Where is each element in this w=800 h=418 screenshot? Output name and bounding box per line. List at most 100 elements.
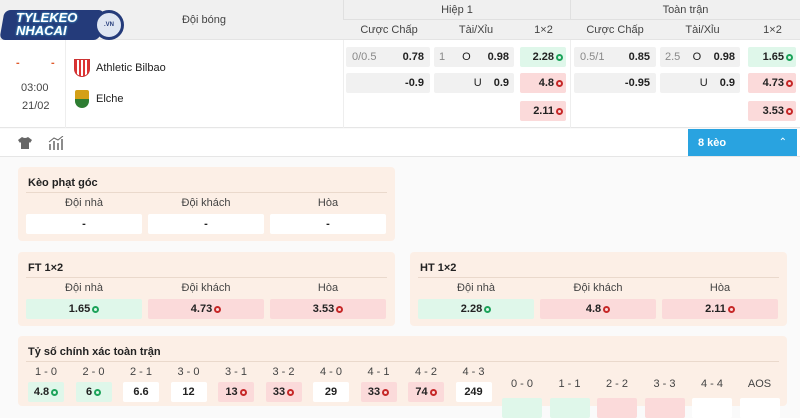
trend-up-icon (786, 53, 793, 61)
outcome-label: Đội nhà (65, 197, 103, 209)
odds: 4.8 (538, 77, 554, 89)
score-label: 4 - 3 (462, 366, 485, 378)
ft-handicap-away[interactable]: -0.95 (574, 73, 656, 93)
odds: 1.65 (68, 303, 91, 315)
chevron-up-icon: ⌃ (778, 137, 787, 148)
odds-button[interactable]: 2.11 (662, 299, 778, 319)
score-label: 4 - 4 (700, 378, 723, 390)
trend-up-icon (94, 388, 102, 396)
ft-under[interactable]: U 0.9 (660, 73, 740, 93)
trend-down-icon (727, 305, 735, 313)
ft-1x2-home[interactable]: 1.65 (748, 47, 796, 67)
stats-icon[interactable] (48, 136, 64, 150)
handicap-line: 0.5/1 (580, 51, 605, 63)
ft-1x2-draw[interactable]: 3.53 (748, 101, 796, 121)
score-odds-button[interactable]: 13 (218, 382, 254, 402)
match-row[interactable]: - - 03:00 21/02 Athletic Bilbao Elche 0/… (0, 40, 800, 128)
odds: 33 (367, 386, 381, 398)
trend-down-icon (603, 305, 611, 313)
score-odds-button[interactable]: 249 (455, 382, 492, 402)
odds: 0.78 (402, 51, 424, 63)
ft-handicap-home[interactable]: 0.5/1 0.85 (574, 47, 656, 67)
score-odds-button[interactable] (692, 398, 732, 418)
sub-header: Cược Chấp (586, 24, 644, 36)
h1-under[interactable]: U 0.9 (434, 73, 514, 93)
score-odds-button[interactable] (644, 398, 685, 418)
h1-over[interactable]: 1 O 0.98 (434, 47, 514, 67)
panel-title: Kèo phạt góc (26, 167, 387, 193)
h1-1x2-home[interactable]: 2.28 (520, 47, 566, 67)
odds: 0.98 (713, 51, 735, 63)
sub-header: Tài/Xỉu (685, 24, 720, 36)
trend-down-icon (786, 107, 793, 115)
more-bets-toggle[interactable]: 8 kèo ⌃ (688, 129, 797, 156)
sub-header: Tài/Xỉu (458, 24, 494, 36)
trend-down-icon (556, 79, 563, 87)
score-odds-button[interactable] (597, 398, 637, 418)
odds: 4.73 (762, 77, 784, 89)
trend-down-icon (786, 79, 793, 87)
odds-button[interactable]: 3.53 (270, 299, 386, 319)
logo-text: TYLEKEO NHACAI (16, 10, 78, 38)
odds: 0.9 (493, 77, 509, 89)
trend-up-icon (484, 305, 492, 313)
ft-over[interactable]: 2.5 O 0.98 (660, 47, 740, 67)
odds: 0.85 (628, 51, 650, 63)
shirt-icon[interactable] (18, 137, 32, 149)
score-odds-button[interactable]: 33 (360, 382, 397, 402)
odds: 3.53 (312, 303, 335, 315)
full-time-header: Toàn trận (570, 0, 800, 20)
panel-title: HT 1×2 (418, 252, 779, 278)
odds-button[interactable]: - (26, 214, 142, 234)
trend-up-icon (556, 53, 563, 61)
odds-button[interactable]: 4.8 (540, 299, 656, 319)
score-label: 3 - 3 (653, 378, 676, 390)
h1-1x2-away[interactable]: 4.8 (520, 73, 566, 93)
score-odds-button[interactable]: 4.8 (28, 382, 64, 402)
outcome-label: Đội nhà (65, 282, 103, 294)
odds: 4.8 (585, 303, 602, 315)
score-odds-button[interactable]: 6.6 (123, 382, 159, 402)
trend-down-icon (429, 388, 437, 396)
corner-panel: Kèo phạt góc Đội nhà - Đội khách - Hòa - (18, 167, 395, 241)
score-odds-button[interactable]: 74 (408, 382, 444, 402)
odds-button[interactable]: - (270, 214, 386, 234)
half-time-header: Hiệp 1 (343, 0, 570, 20)
h1-handicap-home[interactable]: 0/0.5 0.78 (346, 47, 430, 67)
odds: 29 (324, 386, 338, 398)
odds: 3.53 (762, 105, 784, 117)
score-label: 2 - 0 (82, 366, 105, 378)
odds-button[interactable]: 1.65 (26, 299, 142, 319)
odds: 12 (182, 386, 195, 398)
away-team[interactable]: Elche (96, 93, 124, 105)
outcome-label: Hòa (317, 282, 339, 294)
odds-button[interactable]: - (148, 214, 264, 234)
home-team[interactable]: Athletic Bilbao (96, 62, 166, 74)
score-odds-button[interactable] (502, 398, 542, 418)
ft-1x2-panel: FT 1×2 Đội nhà 1.65 Đội khách 4.73 Hòa 3.53 (18, 252, 395, 326)
odds: 74 (415, 386, 428, 398)
score-odds-button[interactable]: 29 (313, 382, 349, 402)
score-odds-button[interactable]: 33 (265, 382, 302, 402)
ft-1x2-away[interactable]: 4.73 (748, 73, 796, 93)
score-odds-button[interactable]: 6 (75, 382, 112, 402)
athletic-bilbao-logo (74, 59, 90, 77)
trend-down-icon (239, 388, 247, 396)
trend-up-icon (51, 388, 59, 396)
score-odds-button[interactable]: 12 (170, 382, 207, 402)
h1-1x2-draw[interactable]: 2.11 (520, 101, 566, 121)
over-label: O (462, 51, 471, 63)
odds-button[interactable]: 2.28 (418, 299, 534, 319)
h1-handicap-away[interactable]: -0.9 (346, 73, 430, 93)
score-odds-button[interactable] (549, 398, 590, 418)
sub-header: 1×2 (763, 24, 782, 36)
team-column-header: Đội bóng (181, 14, 227, 26)
match-time: 03:00 (21, 82, 49, 94)
score-label: 3 - 1 (224, 366, 247, 378)
score-label: 2 - 2 (605, 378, 628, 390)
outcome-label: Đội khách (181, 197, 231, 209)
odds: -0.9 (405, 77, 424, 89)
score-label: 0 - 0 (510, 378, 533, 390)
score-odds-button[interactable] (739, 398, 780, 418)
odds-button[interactable]: 4.73 (148, 299, 264, 319)
